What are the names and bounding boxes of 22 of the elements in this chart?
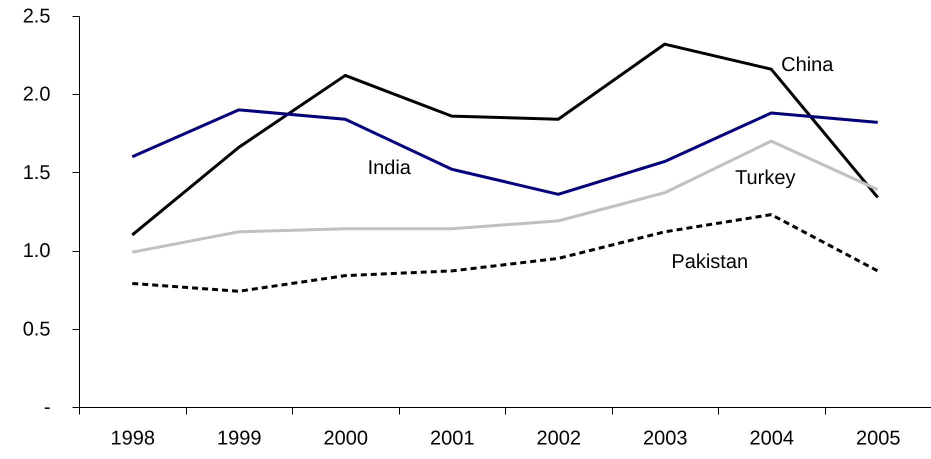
x-tick-label: 2002 xyxy=(536,428,581,450)
x-tick-label: 2000 xyxy=(324,428,368,450)
y-tick-label: 2.0 xyxy=(22,84,50,106)
x-tick-label: 2005 xyxy=(856,428,900,450)
y-tick-label: 1.0 xyxy=(22,240,50,262)
series-label: Pakistan xyxy=(671,250,748,273)
line-series xyxy=(130,140,880,254)
line-series xyxy=(130,108,880,196)
x-tick-label: 2003 xyxy=(643,428,688,450)
series-label: China xyxy=(781,54,834,76)
y-tick-label: - xyxy=(44,396,50,418)
y-tick-label: 0.5 xyxy=(22,318,50,340)
x-tick-label: 2004 xyxy=(750,428,794,450)
line-series xyxy=(130,42,880,236)
line-series xyxy=(130,213,880,293)
series-label: India xyxy=(368,157,412,180)
x-tick-label: 1998 xyxy=(110,428,155,450)
x-tick-label: 1999 xyxy=(217,428,262,450)
x-tick-label: 2001 xyxy=(430,428,474,450)
series-label: Turkey xyxy=(735,167,796,190)
y-tick-label: 2.5 xyxy=(22,6,50,28)
y-tick-label: 1.5 xyxy=(22,162,50,184)
